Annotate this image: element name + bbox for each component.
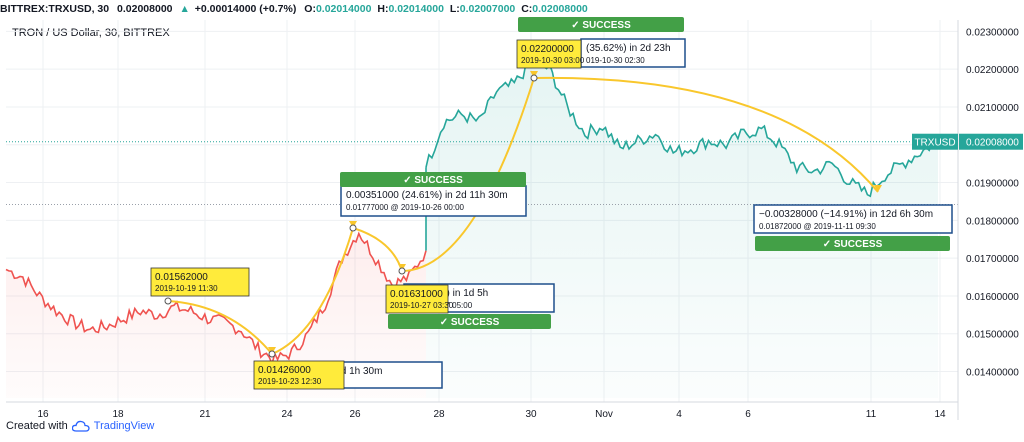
price-badge-symbol-text: TRXUSD <box>914 138 955 149</box>
price-tag <box>253 360 345 390</box>
measure-line-2: 0.01777000 @ 2019-10-26 00:00 <box>346 203 465 212</box>
series-line <box>425 58 939 198</box>
measure-box <box>580 38 686 68</box>
up-triangle-icon: ▲ <box>179 3 190 15</box>
success-badge <box>518 17 684 32</box>
last-price: 0.02008000 <box>117 3 173 15</box>
x-tick-label: 4 <box>676 409 682 420</box>
measure-line-1: −0.00328000 (−14.91%) in 12d 6h 30m <box>759 209 933 220</box>
y-tick-label: 0.01600000 <box>966 292 1019 303</box>
forecast-arrow <box>167 300 273 355</box>
price-tag-date: 2019-10-30 03:00 <box>521 56 585 65</box>
low-label: L: <box>449 3 460 15</box>
price-tag-date: 2019-10-19 11:30 <box>155 284 218 293</box>
x-tick-label: 11 <box>866 409 877 420</box>
forecast-arrow <box>533 76 879 193</box>
close-value: 0.02008000 <box>532 3 588 15</box>
open-value: 0.02014000 <box>315 3 372 15</box>
series-area <box>426 59 938 398</box>
price-tag <box>150 267 250 297</box>
price-tag-value: 0.02200000 <box>521 44 574 55</box>
price-tag-date: 2019-10-23 12:30 <box>258 377 322 386</box>
measure-line-2: 0.01872000 @ 2019-11-11 09:30 <box>759 222 876 231</box>
price-badge-value <box>959 133 1023 150</box>
forecast-point <box>164 297 172 305</box>
y-tick-label: 0.01700000 <box>966 254 1019 265</box>
y-tick-label: 0.01800000 <box>966 216 1019 227</box>
close-label: C: <box>521 3 533 15</box>
y-tick-label: 0.01500000 <box>966 330 1019 341</box>
forecast-point <box>268 350 276 358</box>
success-label: ✓ SUCCESS <box>403 175 463 186</box>
y-tick-label: 0.02100000 <box>966 103 1019 114</box>
price-tag-value: 0.01426000 <box>258 365 311 376</box>
tradingview-cloud-icon <box>71 420 90 432</box>
measure-line-1: (35.62%) in 2d 23h <box>586 43 671 54</box>
success-badge <box>755 236 950 251</box>
success-badge <box>388 314 551 329</box>
symbol-label: BITTREX:TRXUSD, 30 <box>0 3 110 15</box>
measure-line-1: 0.00351000 (24.61%) in 2d 11h 30m <box>346 190 508 201</box>
forecast-point <box>530 74 538 82</box>
high-label: H: <box>377 3 389 15</box>
measure-line-2: 019-10-30 02:30 <box>586 56 645 65</box>
success-badge <box>340 172 526 187</box>
x-tick-label: 26 <box>349 409 361 420</box>
tradingview-brand[interactable]: TradingView <box>93 420 155 432</box>
low-value: 0.02007000 <box>459 3 516 15</box>
x-tick-label: 28 <box>433 409 445 420</box>
price-tag-value: 0.01562000 <box>155 272 208 283</box>
x-tick-label: 21 <box>199 409 211 420</box>
forecast-arrow <box>401 77 535 272</box>
forecast-arrow <box>271 227 354 355</box>
created-with-label: Created with <box>6 420 68 432</box>
x-tick-label: Nov <box>595 409 613 420</box>
success-label: ✓ SUCCESS <box>571 20 631 31</box>
y-tick-label: 0.02200000 <box>966 65 1019 76</box>
x-tick-label: 14 <box>934 409 946 420</box>
x-tick-label: 6 <box>745 409 751 420</box>
price-tag-value: 0.01631000 <box>390 289 443 300</box>
footer: Created with TradingView <box>6 420 154 432</box>
forecast-point <box>398 267 406 275</box>
x-tick-label: 30 <box>525 409 537 420</box>
forecast-point <box>349 224 357 232</box>
x-tick-label: 24 <box>281 409 293 420</box>
series-line <box>5 231 427 367</box>
ticker-bar: BITTREX:TRXUSD, 30 0.02008000 ▲ +0.00014… <box>0 0 1024 18</box>
measure-line-1: (−7.26%) in 1d 5h <box>409 288 488 299</box>
change-value: +0.00014000 (+0.7%) <box>194 3 297 15</box>
measure-box <box>340 185 527 217</box>
x-tick-label: 16 <box>37 409 49 420</box>
price-tag <box>516 39 582 69</box>
arrow-head <box>874 185 882 192</box>
price-tag <box>385 284 449 314</box>
success-label: ✓ SUCCESS <box>440 317 500 328</box>
y-tick-label: 0.01900000 <box>966 179 1019 190</box>
y-tick-label: 0.02300000 <box>966 27 1019 38</box>
success-label: ✓ SUCCESS <box>823 239 883 250</box>
open-label: O: <box>304 3 316 15</box>
y-tick-label: 0.01400000 <box>966 368 1019 379</box>
price-badge-value-text: 0.02008000 <box>966 138 1019 149</box>
x-tick-label: 18 <box>112 409 124 420</box>
price-badge-symbol <box>912 133 958 150</box>
price-tag-date: 2019-10-27 03:30 <box>390 301 454 310</box>
measure-box <box>753 204 953 234</box>
high-value: 0.02014000 <box>388 3 444 15</box>
chart-title: TRON / US Dollar, 30, BITTREX <box>12 27 170 39</box>
